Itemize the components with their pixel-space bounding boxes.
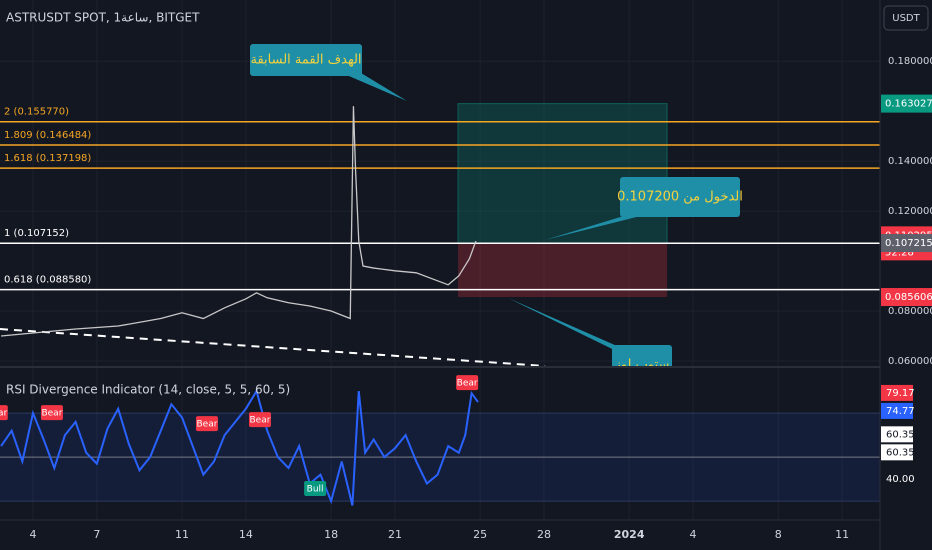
rsi-tag bbox=[881, 402, 913, 419]
fib-label: 1.618 (0.137198) bbox=[4, 153, 91, 164]
x-tick-label: 14 bbox=[239, 528, 253, 541]
price-tag bbox=[881, 94, 932, 113]
rsi-tag-label: 74.77 bbox=[886, 406, 915, 417]
fib-label: 1.809 (0.146484) bbox=[4, 130, 91, 141]
rsi-tag bbox=[881, 426, 913, 443]
divergence-label: Bear bbox=[250, 416, 271, 426]
fib-label: 2 (0.155770) bbox=[4, 107, 69, 118]
rsi-tag bbox=[881, 384, 913, 401]
rsi-tag-label: 60.35 bbox=[886, 429, 915, 440]
fib-label: 1 (0.107152) bbox=[4, 228, 69, 239]
divergence-marker bbox=[304, 480, 327, 496]
rsi-tag-label: 60.35 bbox=[886, 447, 915, 458]
fib-label: 0.618 (0.088580) bbox=[4, 275, 91, 286]
y-tick-label: 0.060000 bbox=[888, 356, 932, 367]
y-tick-label: 0.180000 bbox=[888, 56, 932, 67]
rsi-tag bbox=[881, 444, 913, 461]
y-tick-label: 0.080000 bbox=[888, 306, 932, 317]
callout-box bbox=[612, 345, 672, 366]
divergence-label: Bull bbox=[307, 484, 324, 494]
price-pane: 2 (0.155770) 1.809 (0.146484) 1.618 (0.137… bbox=[0, 0, 880, 373]
countdown: 52:28 bbox=[885, 247, 914, 258]
x-tick-label: 28 bbox=[537, 528, 551, 541]
price-tag-label: 0.085606 bbox=[885, 292, 932, 303]
rsi-tag-label: 40.00 bbox=[886, 474, 915, 485]
target-zone bbox=[457, 103, 668, 244]
x-tick-label: 11 bbox=[835, 528, 849, 541]
divergence-label: Bear bbox=[457, 379, 478, 389]
x-tick-label: 2024 bbox=[614, 528, 645, 541]
divergence-label: Bear bbox=[196, 420, 217, 430]
divergence-marker bbox=[0, 405, 8, 421]
callout-box bbox=[250, 44, 362, 76]
callout-box bbox=[620, 177, 740, 217]
x-tick-label: 25 bbox=[473, 528, 487, 541]
divergence-label: Bear bbox=[41, 409, 62, 419]
divergence-marker bbox=[195, 416, 218, 432]
callout-text: ستوب لوز bbox=[614, 358, 670, 373]
divergence-marker bbox=[40, 405, 63, 421]
price-tag-label: 0.163027 bbox=[885, 99, 932, 110]
price-tag bbox=[881, 234, 932, 253]
x-tick-label: 7 bbox=[93, 528, 100, 541]
price-line bbox=[1, 106, 477, 337]
rsi-tag-label: 79.17 bbox=[886, 388, 915, 399]
symbol-title: ASTRUSDT SPOT, 1ساعة, BITGET bbox=[6, 11, 200, 25]
y-tick-label: 0.120000 bbox=[888, 206, 932, 217]
currency-button[interactable] bbox=[883, 5, 929, 31]
callout-text: الهدف القمة السابقة bbox=[250, 53, 361, 68]
rsi-line bbox=[0, 388, 479, 506]
rsi-pane: Bear Bear Bear Bear Bull Bear bbox=[0, 368, 880, 520]
rsi-tag bbox=[881, 471, 913, 488]
currency-label[interactable]: USDT bbox=[892, 13, 920, 24]
x-tick-label: 8 bbox=[775, 528, 782, 541]
divergence-marker bbox=[456, 375, 479, 391]
x-tick-label: 11 bbox=[175, 528, 189, 541]
stop-zone bbox=[457, 243, 668, 298]
y-tick-label: 0.140000 bbox=[888, 156, 932, 167]
indicator-title: RSI Divergence Indicator (14, close, 5, … bbox=[6, 383, 290, 397]
axes: 4 7 11 14 18 21 25 28 2024 4 8 11 0.180000 0.140000 0.… bbox=[30, 56, 932, 541]
price-tag-label: 0.107215 bbox=[885, 238, 932, 249]
divergence-label: Bear bbox=[0, 409, 8, 419]
x-tick-label: 4 bbox=[690, 528, 697, 541]
x-tick-label: 18 bbox=[324, 528, 338, 541]
trendline bbox=[0, 328, 546, 366]
price-tag bbox=[881, 288, 932, 307]
x-tick-label: 4 bbox=[30, 528, 37, 541]
divergence-marker bbox=[248, 412, 271, 428]
callout-text: الدخول من 0.107200 bbox=[617, 190, 743, 205]
x-tick-label: 21 bbox=[388, 528, 402, 541]
